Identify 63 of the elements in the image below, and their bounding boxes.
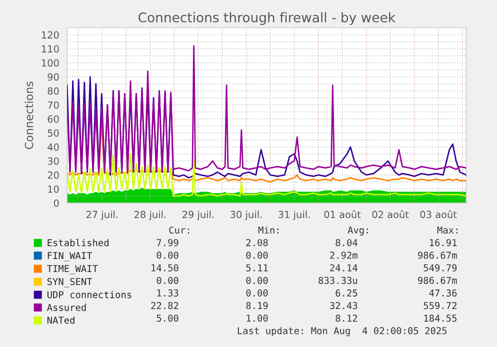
text: 6.25 bbox=[336, 289, 358, 297]
y-tick-label: 60 bbox=[48, 115, 59, 123]
x-tick-label: 28 juil. bbox=[134, 210, 166, 220]
text: 1.33 bbox=[157, 289, 178, 297]
text: 5.11 bbox=[246, 264, 268, 272]
y-tick-label: 40 bbox=[48, 143, 59, 151]
text: 8.04 bbox=[336, 239, 358, 246]
text: 14.50 bbox=[152, 264, 178, 272]
legend-label: FIN_WAIT bbox=[48, 252, 92, 262]
text: Max: bbox=[437, 226, 458, 234]
legend-label: Established bbox=[48, 238, 108, 246]
text: 7.99 bbox=[156, 239, 178, 246]
y-tick-label: 120 bbox=[42, 31, 59, 39]
legend-label: UDP connections bbox=[47, 290, 132, 298]
legend-label: TIME_WAIT bbox=[47, 265, 98, 274]
x-tick-label: 01 août bbox=[324, 210, 361, 218]
legend-label: NATed bbox=[47, 316, 74, 324]
text: 0.00 bbox=[156, 252, 178, 259]
y-tick-label: 50 bbox=[48, 129, 59, 137]
x-tick-label: 27 juil. bbox=[86, 210, 118, 220]
text: 833.33u bbox=[318, 276, 357, 284]
text: 0.00 bbox=[246, 252, 268, 259]
text: 5.00 bbox=[156, 314, 178, 322]
text: 559.72 bbox=[424, 302, 456, 310]
x-tick-label: 29 juil. bbox=[182, 210, 214, 220]
text: 549.79 bbox=[424, 264, 457, 272]
text: 986.67m bbox=[418, 276, 457, 284]
text: 2.92m bbox=[330, 252, 358, 259]
text: 184.55 bbox=[424, 314, 456, 322]
text: 0.00 bbox=[156, 276, 178, 284]
x-tick-label: 31 juil. bbox=[278, 210, 310, 220]
legend-label: Assured bbox=[46, 304, 86, 311]
y-tick-label: 10 bbox=[48, 185, 59, 193]
x-tick-label: 30 juil. bbox=[230, 210, 262, 220]
x-tick-label: 03 août bbox=[420, 210, 457, 218]
y-tick-label: 0 bbox=[54, 199, 59, 207]
x-tick-label: 02 août bbox=[372, 210, 409, 218]
text: Min: bbox=[258, 226, 279, 234]
text: 0.00 bbox=[246, 289, 268, 297]
legend-label: SYN_SENT bbox=[47, 278, 92, 288]
chart-title: Connections through firewall - by week bbox=[138, 12, 396, 25]
text: 2.08 bbox=[246, 239, 268, 246]
text: 1.00 bbox=[246, 314, 268, 322]
y-tick-label: 90 bbox=[48, 73, 59, 81]
text: 986.67m bbox=[418, 252, 457, 259]
text: 0.00 bbox=[246, 276, 268, 284]
y-tick-label: 30 bbox=[48, 157, 59, 165]
text: 22.82 bbox=[151, 302, 178, 310]
text: 16.91 bbox=[430, 239, 457, 246]
text: 8.19 bbox=[246, 302, 268, 310]
text: Last update: Mon Aug 4 02:00:05 2025 bbox=[238, 326, 447, 336]
text: 47.36 bbox=[429, 289, 457, 297]
text: Avg: bbox=[348, 226, 368, 236]
y-tick-label: 100 bbox=[42, 59, 59, 67]
text: 32.43 bbox=[330, 302, 358, 310]
text: 24.14 bbox=[330, 264, 358, 272]
y-tick-label: 80 bbox=[48, 87, 59, 95]
y-tick-label: 110 bbox=[42, 45, 59, 53]
text: 8.12 bbox=[336, 314, 358, 322]
y-axis-title: Connections bbox=[24, 82, 34, 150]
text: Cur: bbox=[169, 226, 190, 234]
y-tick-label: 70 bbox=[48, 101, 59, 109]
y-tick-label: 20 bbox=[48, 171, 59, 179]
